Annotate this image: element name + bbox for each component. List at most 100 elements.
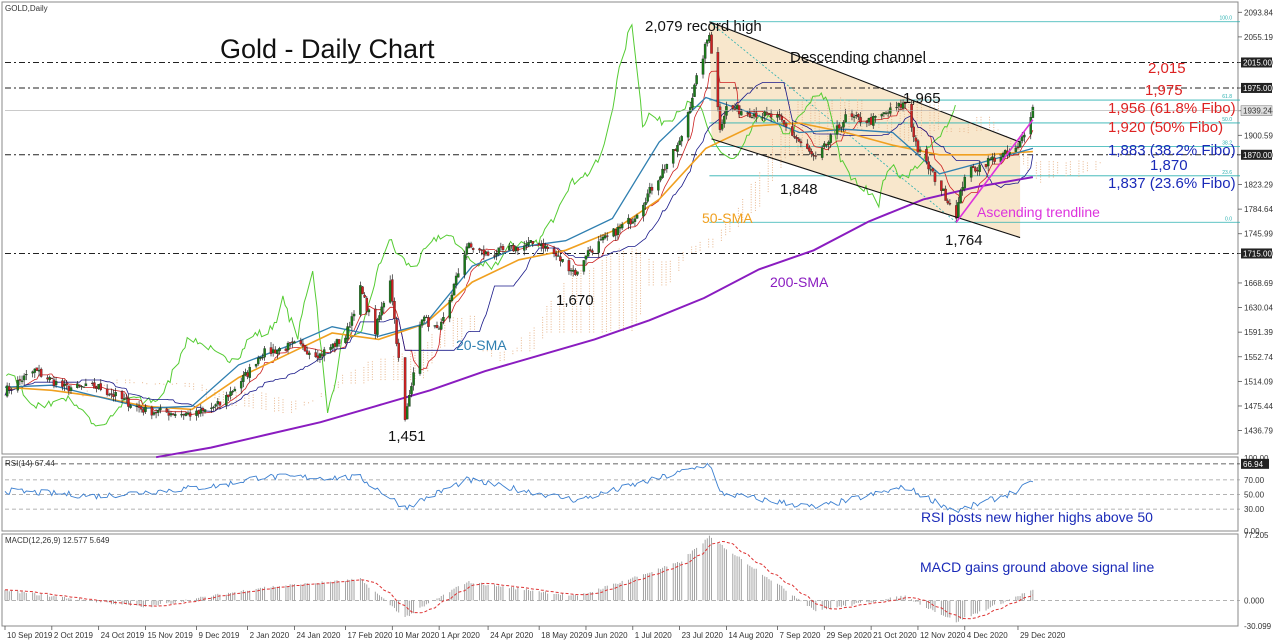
ichimoku-cloud-dot [929, 107, 931, 109]
ichimoku-cloud-dot [899, 112, 901, 114]
rsi-axis-tick: 50.00 [1244, 491, 1265, 500]
ichimoku-cloud-dot [559, 306, 561, 308]
ichimoku-cloud-dot [452, 345, 454, 347]
ichimoku-cloud-dot [759, 172, 761, 174]
ichimoku-cloud-dot [1040, 181, 1042, 183]
ichimoku-cloud-dot [1027, 157, 1029, 159]
ichimoku-cloud-dot [1069, 174, 1071, 176]
ichimoku-cloud-dot [516, 347, 518, 349]
ichimoku-cloud-dot [193, 383, 195, 385]
candle-body [210, 407, 213, 409]
ichimoku-cloud-dot [618, 248, 620, 250]
ichimoku-cloud-dot [278, 407, 280, 409]
ichimoku-cloud-dot [737, 212, 739, 214]
ichimoku-cloud-dot [903, 106, 905, 108]
ichimoku-cloud-dot [354, 377, 356, 379]
ichimoku-cloud-dot [669, 263, 671, 265]
price-axis-tick: 1552.74 [1244, 353, 1273, 362]
ichimoku-cloud-dot [397, 358, 399, 360]
candle-body [925, 149, 928, 162]
ichimoku-cloud-dot [593, 313, 595, 315]
ichimoku-cloud-dot [1078, 173, 1080, 175]
macd-signal-line [4, 540, 1034, 620]
ichimoku-cloud-dot [623, 294, 624, 296]
ichimoku-cloud-dot [920, 114, 922, 116]
ichimoku-cloud-dot [601, 267, 603, 269]
ichimoku-cloud-dot [652, 269, 654, 271]
ichimoku-cloud-dot [937, 108, 939, 110]
ichimoku-cloud-dot [550, 321, 552, 323]
ichimoku-cloud-dot [580, 275, 582, 277]
ichimoku-cloud-dot [899, 123, 901, 125]
ichimoku-cloud-dot [891, 126, 893, 128]
ichimoku-cloud-dot [623, 251, 624, 253]
ichimoku-cloud-dot [780, 133, 782, 135]
ichimoku-cloud-dot [529, 345, 531, 347]
candle-body [469, 243, 473, 248]
ichimoku-cloud-dot [844, 102, 846, 104]
ichimoku-cloud-dot [610, 317, 612, 319]
candle-body [173, 413, 177, 416]
ichimoku-cloud-dot [491, 355, 493, 357]
ichimoku-cloud-dot [218, 393, 220, 395]
ichimoku-cloud-dot [903, 124, 905, 126]
ichimoku-cloud-dot [631, 312, 633, 314]
ichimoku-cloud-dot [559, 313, 561, 315]
ichimoku-cloud-dot [623, 261, 624, 263]
ichimoku-cloud-dot [916, 99, 918, 101]
ichimoku-cloud-dot [601, 298, 603, 300]
ichimoku-cloud-dot [265, 398, 267, 400]
candle-body [84, 383, 88, 387]
ichimoku-cloud-dot [618, 309, 620, 311]
ichimoku-cloud-dot [588, 275, 590, 277]
ichimoku-cloud-dot [363, 382, 365, 384]
ichimoku-cloud-dot [1086, 165, 1088, 167]
ichimoku-cloud-dot [844, 107, 846, 109]
candle-body [510, 245, 513, 247]
candle-body [52, 379, 56, 386]
ichimoku-cloud-dot [563, 308, 565, 310]
ichimoku-cloud-dot [920, 99, 922, 101]
ichimoku-cloud-dot [759, 180, 761, 182]
ichimoku-cloud-dot [1040, 166, 1042, 168]
ichimoku-cloud-dot [580, 323, 582, 325]
ichimoku-cloud-dot [563, 328, 565, 330]
ichimoku-cloud-dot [661, 276, 663, 278]
candle-body [471, 248, 475, 250]
ichimoku-cloud-dot [623, 256, 624, 258]
ichimoku-cloud-dot [605, 290, 607, 292]
candle-body [903, 101, 907, 104]
candle-body [874, 115, 877, 118]
ichimoku-cloud-dot [967, 126, 969, 128]
ichimoku-cloud-dot [610, 286, 612, 288]
candle-body [527, 242, 530, 246]
ichimoku-cloud-dot [742, 206, 744, 208]
ichimoku-cloud-dot [903, 139, 905, 141]
candle-body [631, 221, 635, 224]
ichimoku-cloud-dot [640, 287, 642, 289]
ichimoku-cloud-dot [784, 121, 786, 123]
ichimoku-cloud-dot [384, 373, 386, 375]
ichimoku-cloud-dot [1069, 166, 1071, 168]
macd-axis-tick: -30.099 [1244, 622, 1272, 631]
candle-body [912, 126, 915, 138]
ichimoku-cloud-dot [631, 276, 633, 278]
ichimoku-cloud-dot [797, 124, 799, 126]
ichimoku-cloud-dot [861, 125, 863, 127]
ichimoku-cloud-dot [248, 397, 250, 399]
ichimoku-cloud-dot [529, 340, 531, 342]
ichimoku-cloud-dot [950, 130, 952, 132]
ichimoku-cloud-dot [512, 353, 514, 355]
ichimoku-cloud-dot [891, 134, 893, 136]
ichimoku-cloud-dot [635, 287, 637, 289]
ichimoku-cloud-dot [618, 289, 620, 291]
ichimoku-cloud-dot [235, 399, 237, 401]
ichimoku-cloud-dot [571, 326, 573, 328]
ichimoku-cloud-dot [903, 98, 905, 100]
ichimoku-cloud-dot [831, 113, 833, 115]
ichimoku-cloud-dot [431, 339, 433, 341]
ichimoku-cloud-dot [393, 363, 395, 365]
ichimoku-cloud-dot [908, 104, 910, 106]
ichimoku-cloud-dot [542, 337, 544, 339]
ichimoku-cloud-dot [635, 313, 637, 315]
